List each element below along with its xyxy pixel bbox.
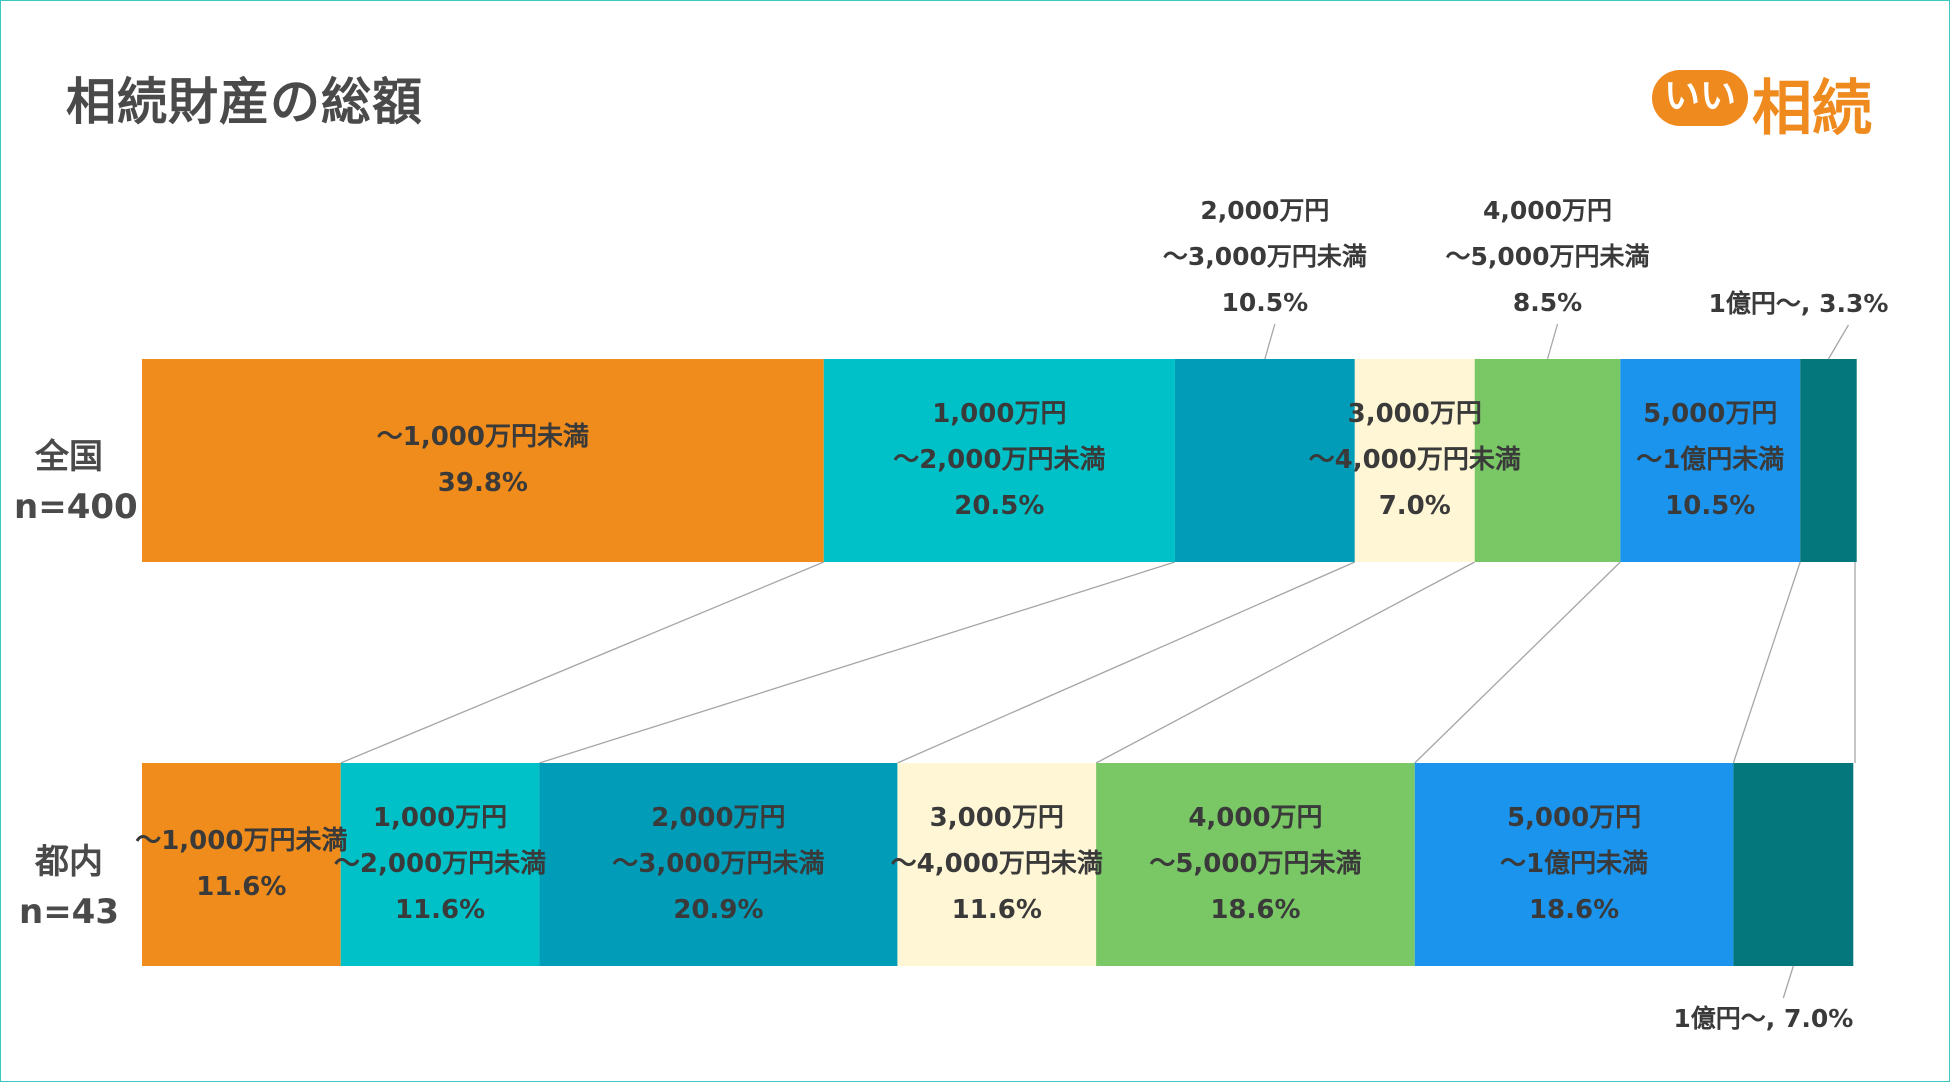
connector-line	[1095, 561, 1476, 764]
leader-line	[1782, 965, 1794, 999]
outside-data-label: 4,000万円～5,000万円未満 8.5%	[1445, 196, 1649, 317]
bar-segment	[1620, 359, 1801, 562]
bar-segment	[340, 763, 540, 966]
data-label: 1,000万円～2,000万円未満 20.5%	[893, 399, 1105, 521]
bar-segment	[1354, 359, 1475, 562]
leader-line	[1546, 323, 1559, 360]
row-label-tokyo-name: 都内	[35, 842, 103, 882]
logo-mark: いい	[1652, 70, 1748, 126]
connector-line	[340, 561, 825, 764]
leader-line	[1264, 323, 1276, 360]
bar-segment	[142, 763, 341, 966]
data-label: 3,000万円～4,000万円未満 11.6%	[891, 803, 1103, 925]
data-label: 1,000万円～2,000万円未満 11.6%	[334, 803, 546, 925]
data-label: 5,000万円～1億円未満 10.5%	[1636, 399, 1784, 521]
row-label-national-name: 全国	[35, 437, 103, 477]
bar-segment	[823, 359, 1175, 562]
logo-text: 相続	[1752, 74, 1872, 144]
row-label-national-n: n=400	[14, 487, 138, 527]
connector-line	[897, 561, 1356, 764]
outside-data-label: 2,000万円～3,000万円未満 10.5%	[1163, 196, 1367, 317]
outside-data-label: 1億円～, 7.0%	[1673, 1004, 1853, 1033]
connector-line	[539, 561, 1176, 764]
data-label: 5,000万円～1億円未満 18.6%	[1500, 803, 1648, 925]
bar-segment	[1174, 359, 1355, 562]
outside-data-label: 1億円～, 3.3%	[1708, 289, 1888, 318]
connector-line	[1414, 561, 1621, 764]
outside-labels: 2,000万円～3,000万円未満 10.5% 4,000万円～5,000万円未満 8…	[1163, 196, 1889, 1033]
data-label: ～1,000万円未満 39.8%	[377, 422, 589, 498]
connector-line	[1732, 561, 1801, 764]
bar-segment	[142, 359, 824, 562]
bar-segment	[897, 763, 1097, 966]
data-label: 4,000万円～5,000万円未満 18.6%	[1149, 803, 1361, 925]
bar-segment	[1733, 763, 1854, 966]
bar-segment	[1800, 359, 1857, 562]
data-label: ～1,000万円未満 11.6%	[135, 826, 347, 902]
row-label-tokyo: 都内 n=43	[14, 837, 124, 937]
row-label-tokyo-n: n=43	[18, 892, 119, 932]
row-label-national: 全国 n=400	[14, 432, 138, 532]
chart-title: 相続財産の総額	[66, 73, 423, 131]
bar-segment	[1414, 763, 1734, 966]
bar-segment	[539, 763, 898, 966]
series-connector-lines	[340, 561, 1856, 764]
bar-row-1: ～1,000万円未満 11.6%1,000万円～2,000万円未満 11.6% 2,0…	[135, 763, 1854, 966]
bar-row-0: ～1,000万円未満 39.8% 1,000万円～2,000万円未満 20.5% 3,0…	[142, 359, 1857, 562]
leader-line	[1827, 324, 1850, 360]
data-label: 2,000万円～3,000万円未満 20.9%	[612, 803, 824, 925]
bar-segment	[1096, 763, 1415, 966]
bar-segment	[1474, 359, 1621, 562]
data-label: 3,000万円～4,000万円未満 7.0%	[1309, 399, 1521, 521]
